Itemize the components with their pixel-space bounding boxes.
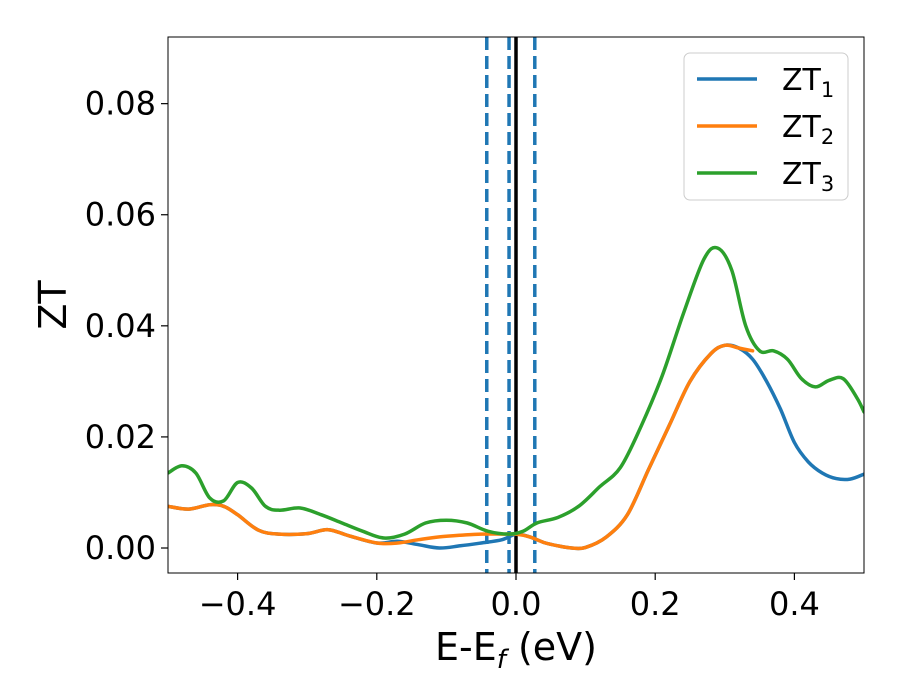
y-tick-label: 0.02 [85, 418, 156, 456]
x-axis-label-unit: (eV) [506, 625, 597, 669]
series-line-zt3 [168, 245, 864, 540]
x-axis-ticks: −0.4 −0.2 0.0 0.2 0.4 [199, 573, 820, 623]
x-tick-label: −0.2 [338, 585, 416, 623]
y-tick-label: 0.06 [85, 196, 156, 234]
y-tick-label: 0.04 [85, 307, 156, 345]
y-tick-label: 0.08 [85, 85, 156, 123]
y-tick-label: 0.00 [85, 529, 156, 567]
legend-frame [683, 52, 849, 201]
series-lines [168, 245, 864, 551]
y-axis-label: ZT [31, 280, 75, 330]
legend-label-zt3: ZT3 [782, 157, 834, 196]
legend: ZT1 ZT2 ZT3 [683, 52, 849, 201]
y-axis-ticks: 0.00 0.02 0.04 0.06 0.08 [85, 85, 168, 567]
legend-label-zt2: ZT2 [782, 110, 834, 149]
x-tick-label: −0.4 [199, 585, 277, 623]
legend-label-zt1: ZT1 [782, 63, 834, 102]
x-tick-label: 0.2 [630, 585, 681, 623]
x-tick-label: 0.0 [491, 585, 542, 623]
reference-lines [485, 37, 537, 573]
x-tick-label: 0.4 [769, 585, 820, 623]
x-axis-label: E-Ef (eV) [435, 625, 597, 675]
